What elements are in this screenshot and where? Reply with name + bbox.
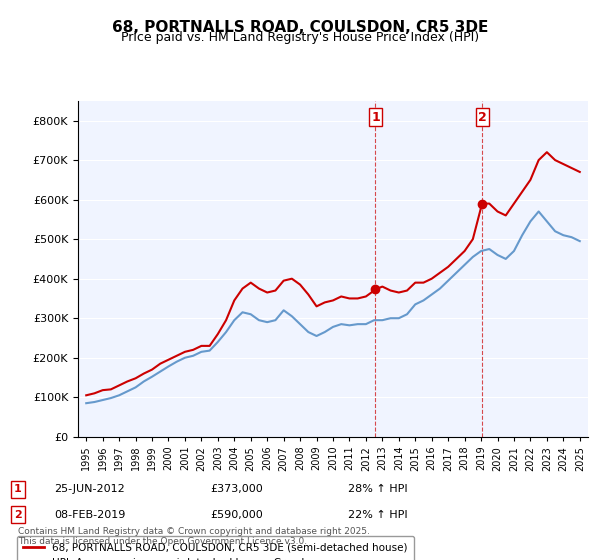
Text: 2: 2 bbox=[478, 111, 487, 124]
Text: 25-JUN-2012: 25-JUN-2012 bbox=[54, 484, 125, 494]
Text: 22% ↑ HPI: 22% ↑ HPI bbox=[348, 510, 407, 520]
Text: 68, PORTNALLS ROAD, COULSDON, CR5 3DE: 68, PORTNALLS ROAD, COULSDON, CR5 3DE bbox=[112, 20, 488, 35]
Text: £373,000: £373,000 bbox=[210, 484, 263, 494]
Text: 08-FEB-2019: 08-FEB-2019 bbox=[54, 510, 125, 520]
Text: 2: 2 bbox=[14, 510, 22, 520]
Text: 1: 1 bbox=[14, 484, 22, 494]
Text: 28% ↑ HPI: 28% ↑ HPI bbox=[348, 484, 407, 494]
Text: 1: 1 bbox=[371, 111, 380, 124]
Text: Contains HM Land Registry data © Crown copyright and database right 2025.
This d: Contains HM Land Registry data © Crown c… bbox=[18, 526, 370, 546]
Text: £590,000: £590,000 bbox=[210, 510, 263, 520]
Legend: 68, PORTNALLS ROAD, COULSDON, CR5 3DE (semi-detached house), HPI: Average price,: 68, PORTNALLS ROAD, COULSDON, CR5 3DE (s… bbox=[17, 536, 414, 560]
Text: Price paid vs. HM Land Registry's House Price Index (HPI): Price paid vs. HM Land Registry's House … bbox=[121, 31, 479, 44]
